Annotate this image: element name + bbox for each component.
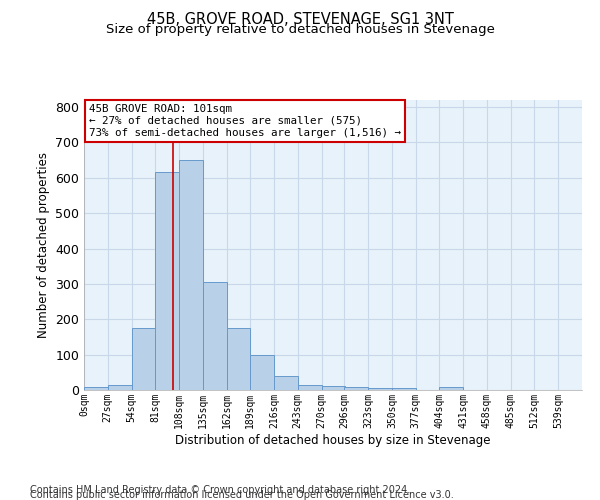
Bar — [298, 384, 322, 390]
Bar — [439, 387, 463, 390]
Bar — [108, 385, 131, 390]
Y-axis label: Number of detached properties: Number of detached properties — [37, 152, 50, 338]
Bar — [84, 387, 108, 390]
Bar — [344, 387, 368, 390]
Bar — [203, 282, 227, 390]
Bar — [250, 354, 274, 390]
Text: Size of property relative to detached houses in Stevenage: Size of property relative to detached ho… — [106, 22, 494, 36]
Text: 45B, GROVE ROAD, STEVENAGE, SG1 3NT: 45B, GROVE ROAD, STEVENAGE, SG1 3NT — [146, 12, 454, 28]
Bar — [274, 376, 298, 390]
Text: Contains public sector information licensed under the Open Government Licence v3: Contains public sector information licen… — [30, 490, 454, 500]
X-axis label: Distribution of detached houses by size in Stevenage: Distribution of detached houses by size … — [175, 434, 491, 446]
Text: 45B GROVE ROAD: 101sqm
← 27% of detached houses are smaller (575)
73% of semi-de: 45B GROVE ROAD: 101sqm ← 27% of detached… — [89, 104, 401, 138]
Bar — [322, 386, 346, 390]
Bar — [227, 328, 250, 390]
Bar — [131, 328, 155, 390]
Text: Contains HM Land Registry data © Crown copyright and database right 2024.: Contains HM Land Registry data © Crown c… — [30, 485, 410, 495]
Bar — [392, 388, 416, 390]
Bar — [155, 172, 179, 390]
Bar — [179, 160, 203, 390]
Bar — [368, 388, 392, 390]
